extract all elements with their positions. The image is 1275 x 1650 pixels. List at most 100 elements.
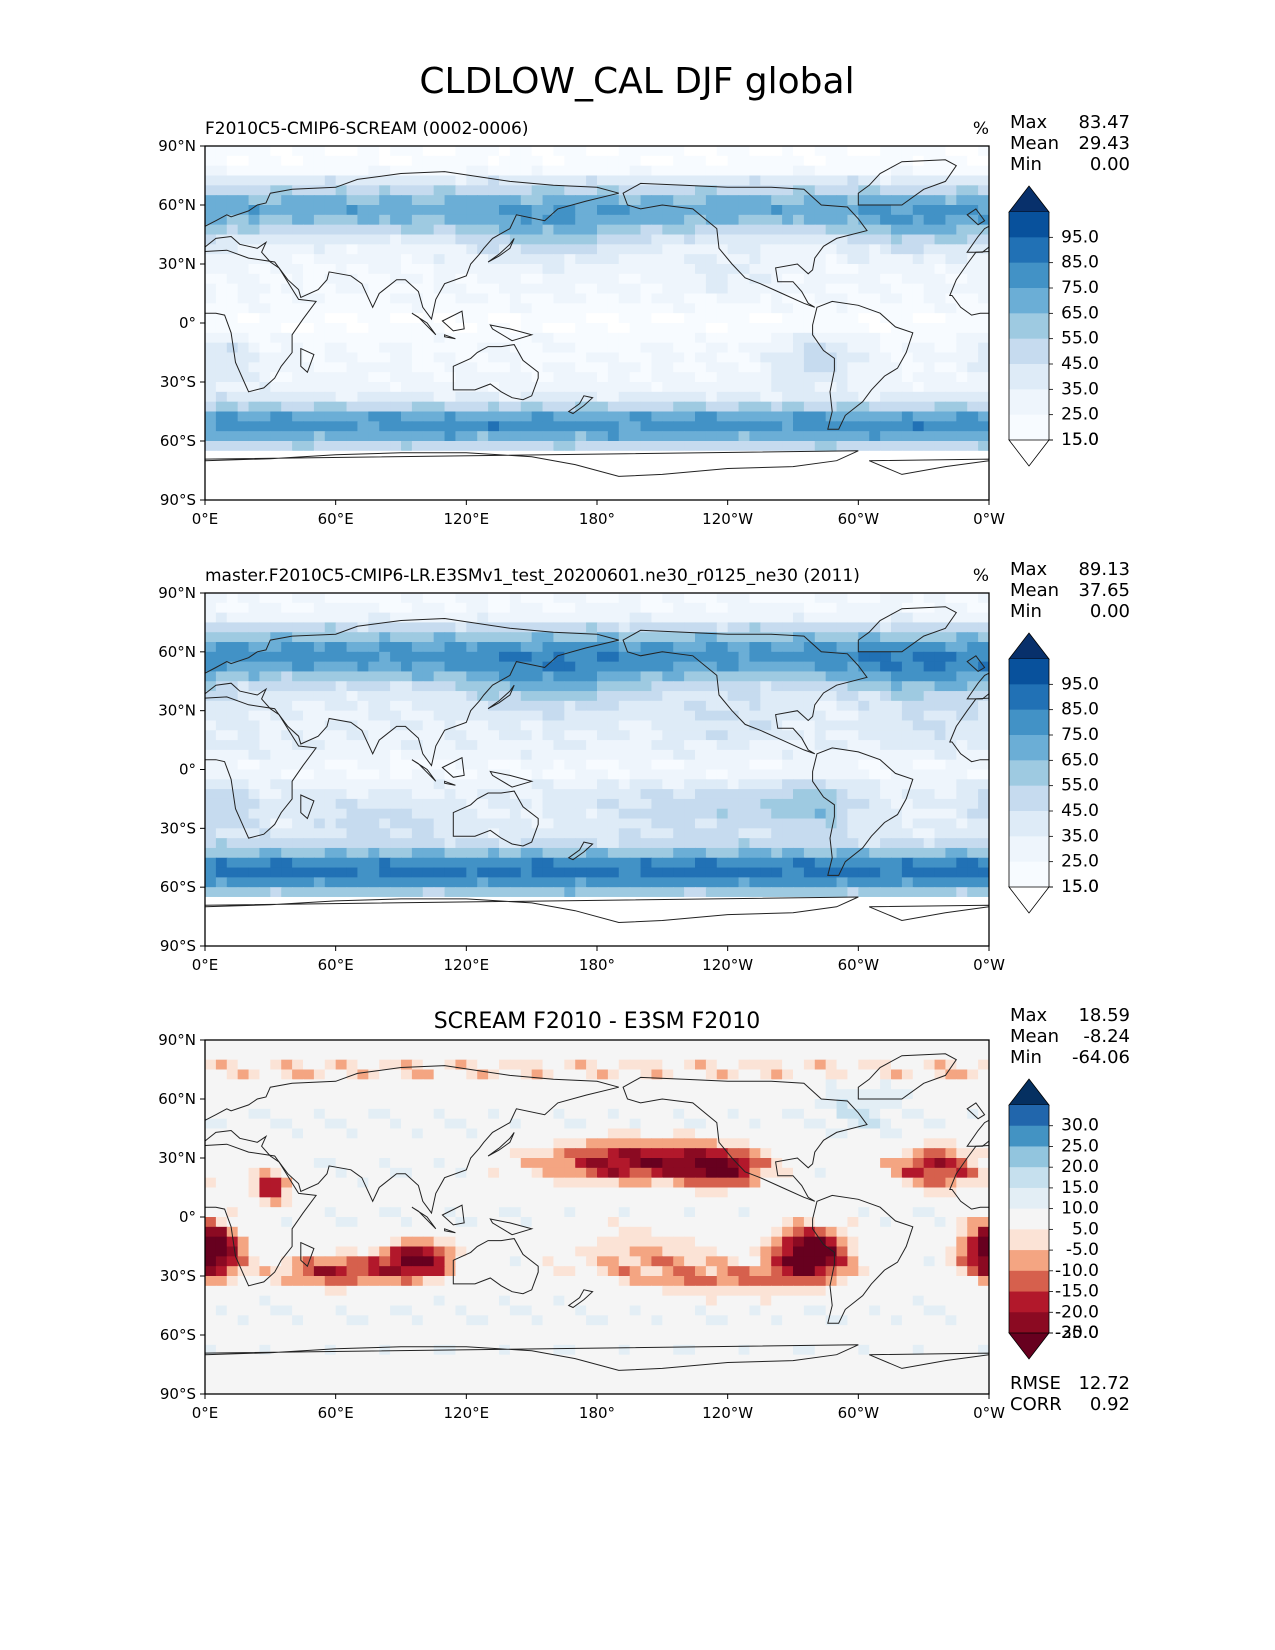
heatmap-cell [814, 808, 827, 820]
heatmap-cell [586, 234, 598, 245]
heatmap-cell [945, 622, 957, 633]
heatmap-cell [695, 789, 707, 800]
heatmap-cell [760, 342, 772, 354]
heatmap-cell [281, 362, 293, 373]
heatmap-cell [967, 362, 979, 373]
heatmap-cell [738, 740, 751, 751]
heatmap-cell [390, 612, 402, 624]
heatmap-cell [771, 593, 783, 604]
heatmap-cell [281, 352, 293, 363]
heatmap-cell [749, 391, 761, 403]
heatmap-cell [945, 411, 957, 422]
heatmap-cell [259, 421, 271, 432]
heatmap-cell [825, 421, 838, 432]
heatmap-cell [803, 391, 816, 403]
heatmap-cell [215, 460, 228, 472]
heatmap-cell [629, 362, 642, 373]
heatmap-cell [618, 671, 631, 682]
heatmap-cell [662, 847, 674, 859]
heatmap-cell [215, 214, 228, 226]
heatmap-cell [945, 759, 957, 771]
heatmap-cell [259, 838, 271, 849]
heatmap-cell [836, 887, 849, 898]
heatmap-cell [836, 283, 849, 295]
heatmap-cell [673, 372, 685, 383]
heatmap-cell [379, 214, 391, 226]
heatmap-cell [466, 818, 478, 829]
heatmap-cell [324, 759, 337, 771]
heatmap-cell [335, 293, 348, 304]
heatmap-cell [390, 146, 402, 157]
heatmap-cell [520, 155, 533, 167]
heatmap-cell [858, 450, 870, 462]
heatmap-cell [411, 838, 424, 849]
heatmap-cell [836, 642, 849, 653]
heatmap-cell [684, 411, 696, 422]
heatmap-cell [324, 332, 337, 344]
heatmap-cell [357, 205, 369, 216]
heatmap-cell [956, 798, 968, 810]
heatmap-cell [651, 205, 663, 216]
heatmap-cell [901, 332, 914, 344]
heatmap-cell [618, 195, 631, 206]
heatmap-cell [444, 421, 457, 432]
heatmap-cell [205, 342, 217, 354]
heatmap-cell [390, 362, 402, 373]
heatmap-cell [422, 622, 435, 633]
heatmap-cell [912, 175, 925, 186]
heatmap-cell [313, 691, 326, 702]
heatmap-cell [466, 480, 478, 491]
heatmap-cell [248, 273, 261, 285]
heatmap-cell [934, 352, 947, 363]
heatmap-cell [836, 740, 849, 751]
heatmap-cell [575, 789, 587, 800]
heatmap-cell [346, 710, 359, 722]
heatmap-cell [499, 362, 511, 373]
heatmap-cell [466, 867, 478, 878]
heatmap-cell [499, 798, 511, 810]
heatmap-cell [934, 313, 947, 324]
heatmap-cell [455, 710, 467, 722]
heatmap-cell [727, 691, 740, 702]
heatmap-cell [749, 730, 761, 741]
heatmap-cell [716, 273, 729, 285]
heatmap-cell [803, 431, 816, 442]
heatmap-cell [760, 411, 772, 422]
heatmap-cell [749, 303, 761, 314]
heatmap-cell [488, 828, 500, 839]
heatmap-cell [586, 593, 598, 604]
heatmap-cell [248, 283, 261, 295]
heatmap-cell [531, 460, 544, 472]
heatmap-cell [716, 372, 729, 383]
heatmap-cell [684, 612, 696, 624]
heatmap-cell [292, 205, 304, 216]
heatmap-cell [923, 323, 936, 334]
heatmap-cell [814, 195, 827, 206]
heatmap-cell [825, 165, 838, 177]
heatmap-cell [531, 867, 544, 878]
heatmap-cell [705, 877, 718, 888]
heatmap-cell [869, 303, 881, 314]
heatmap-cell [444, 352, 457, 363]
heatmap-cell [803, 789, 816, 800]
heatmap-cell [553, 818, 565, 829]
heatmap-cell [782, 185, 794, 196]
heatmap-cell [499, 681, 511, 692]
heatmap-cell [466, 254, 478, 265]
heatmap-cell [978, 877, 989, 888]
heatmap-cell [455, 798, 467, 810]
heatmap-cell [869, 759, 881, 771]
heatmap-cell [248, 789, 261, 800]
heatmap-cell [891, 602, 903, 614]
heatmap-cell [901, 470, 914, 481]
heatmap-cell [324, 818, 337, 829]
heatmap-cell [836, 431, 849, 442]
heatmap-cell [695, 887, 707, 898]
heatmap-cell [357, 323, 369, 334]
heatmap-cell [956, 254, 968, 265]
heatmap-cell [640, 441, 653, 452]
heatmap-cell [324, 622, 337, 633]
heatmap-cell [673, 352, 685, 363]
heatmap-cell [444, 254, 457, 265]
heatmap-cell [880, 710, 892, 722]
